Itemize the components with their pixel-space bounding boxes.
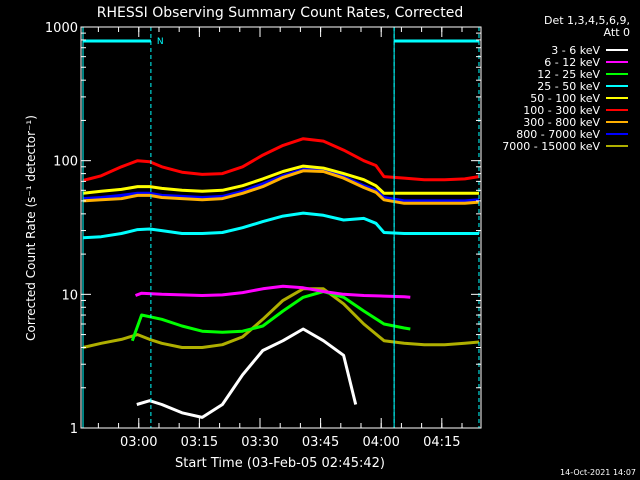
- legend-label-50-100-kev: 50 - 100 keV: [530, 92, 600, 105]
- series-line-3-6-kev: [136, 327, 358, 419]
- legend-label-12-25-kev: 12 - 25 keV: [537, 68, 600, 81]
- plot-frame: [80, 26, 482, 429]
- legend-label-800-7000-kev: 800 - 7000 keV: [516, 128, 600, 141]
- legend-label-100-300-kev: 100 - 300 keV: [523, 104, 600, 117]
- chart-title: RHESSI Observing Summary Count Rates, Co…: [97, 5, 463, 21]
- legend-label-3-6-kev: 3 - 6 keV: [551, 44, 600, 57]
- legend-label-7000-15000-kev: 7000 - 15000 keV: [502, 140, 600, 153]
- y-tick-label: 1: [70, 422, 78, 437]
- y-tick-label: 10: [61, 288, 78, 303]
- legend-header-line-2: Att 0: [604, 26, 630, 39]
- series-line-50-100-kev: [82, 164, 479, 195]
- legend-label-6-12-kev: 6 - 12 keV: [544, 56, 600, 69]
- night-bar-label: N: [157, 37, 164, 47]
- x-tick-label: 03:15: [181, 435, 218, 450]
- series-line-25-50-kev: [82, 211, 479, 240]
- orbit-overlay-layer: N: [82, 27, 480, 428]
- series-line-100-300-kev: [82, 137, 480, 182]
- legend-label-25-50-kev: 25 - 50 keV: [537, 80, 600, 93]
- series-line-7000-15000-kev: [82, 287, 480, 349]
- x-tick-label: 04:00: [362, 435, 399, 450]
- x-tick-label: 03:30: [241, 435, 278, 450]
- axes-layer: 1 10 100 1000 03:00 03:15 03:30 03:45 04:00 04:15: [45, 21, 481, 450]
- legend-label-300-800-kev: 300 - 800 keV: [523, 116, 600, 129]
- y-axis-label: Corrected Count Rate (s⁻¹ detector⁻¹): [24, 115, 38, 341]
- y-tick-label: 1000: [45, 21, 78, 36]
- plot-series-layer: [82, 137, 480, 419]
- y-tick-label: 100: [53, 155, 78, 170]
- series-line-800-7000-kev: [82, 167, 480, 203]
- series-line-12-25-kev: [130, 290, 411, 342]
- x-tick-label: 04:15: [423, 435, 460, 450]
- timestamp-label: 14-Oct-2021 14:07: [560, 468, 636, 477]
- x-axis-label: Start Time (03-Feb-05 02:45:42): [175, 456, 385, 471]
- x-tick-label: 03:00: [120, 435, 157, 450]
- legend-header-line-1: Det 1,3,4,5,6,9,: [544, 14, 630, 27]
- x-tick-label: 03:45: [302, 435, 339, 450]
- series-line-6-12-kev: [134, 284, 411, 299]
- series-line-300-800-kev: [82, 169, 480, 205]
